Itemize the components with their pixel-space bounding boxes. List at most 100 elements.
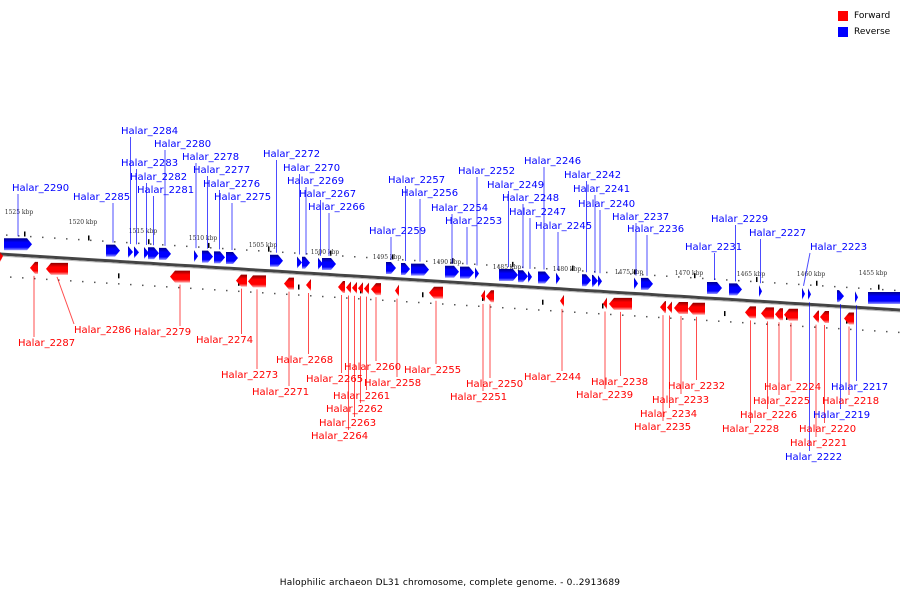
gene-label[interactable]: Halar_2247 [509, 207, 566, 218]
gene-arrow-halar-2248[interactable] [518, 270, 528, 283]
gene-arrow-halar-2275[interactable] [226, 252, 238, 265]
gene-label[interactable]: Halar_2235 [634, 422, 691, 433]
gene-label[interactable]: Halar_2229 [711, 214, 768, 225]
gene-arrow-halar-2285[interactable] [106, 244, 120, 257]
gene-label[interactable]: Halar_2284 [121, 126, 178, 137]
gene-arrow-halar-2261[interactable] [364, 282, 369, 295]
gene-label[interactable]: Halar_2233 [652, 395, 709, 406]
gene-label[interactable]: Halar_2287 [18, 338, 75, 349]
gene-label[interactable]: Halar_2244 [524, 372, 581, 383]
gene-arrow-halar-2237[interactable] [634, 277, 638, 290]
gene-arrow-halar-2217[interactable] [855, 291, 858, 304]
gene-arrow-halar-2251[interactable] [481, 289, 485, 302]
gene-arrow-halar-2272[interactable] [270, 254, 283, 267]
gene-label[interactable]: Halar_2231 [685, 242, 742, 253]
gene-label[interactable]: Halar_2261 [333, 391, 390, 402]
gene-label[interactable]: Halar_2248 [502, 193, 559, 204]
gene-arrow-halar-2224[interactable] [784, 308, 798, 321]
gene-arrow-halar-2258[interactable] [395, 284, 399, 297]
gene-arrow-halar-2241[interactable] [592, 274, 598, 287]
gene-arrow-halar-2284[interactable] [128, 245, 133, 258]
gene-label[interactable]: Halar_2258 [364, 378, 421, 389]
gene-label[interactable]: Halar_2241 [573, 184, 630, 195]
gene-arrow-halar-2246[interactable] [538, 271, 550, 284]
gene-label[interactable]: Halar_2277 [193, 165, 250, 176]
gene-label[interactable]: Halar_2264 [311, 431, 368, 442]
gene-label[interactable]: Halar_2238 [591, 377, 648, 388]
gene-arrow-halar-2245[interactable] [556, 272, 560, 285]
gene-arrow-halar-2220[interactable] [820, 311, 829, 324]
gene-label[interactable]: Halar_2222 [785, 452, 842, 463]
gene-arrow-halar-2247[interactable] [528, 270, 532, 283]
gene-arrow-halar-2238[interactable] [609, 297, 632, 310]
gene-arrow-halar-2270[interactable] [297, 256, 302, 269]
gene-label[interactable]: Halar_2275 [214, 192, 271, 203]
gene-label[interactable]: Halar_2278 [182, 152, 239, 163]
gene-label[interactable]: Halar_2253 [445, 216, 502, 227]
gene-label[interactable]: Halar_2274 [196, 335, 253, 346]
gene-arrow-halar-2287[interactable] [30, 261, 38, 274]
gene-arrow-halar-2257[interactable] [401, 262, 410, 275]
gene-label[interactable]: Halar_2272 [263, 149, 320, 160]
gene-arrow-halar-2277[interactable] [202, 250, 213, 263]
gene-label[interactable]: Halar_2242 [564, 170, 621, 181]
gene-label[interactable]: Halar_2276 [203, 179, 260, 190]
gene-label[interactable]: Halar_2263 [319, 418, 376, 429]
gene-label[interactable]: Halar_2220 [799, 424, 856, 435]
gene-arrow-halar-2267[interactable] [318, 257, 323, 270]
gene-arrow-halar-2280[interactable] [159, 247, 171, 260]
gene-arrow-halar-2282[interactable] [144, 246, 149, 259]
gene-arrow-halar-2274[interactable] [236, 274, 247, 287]
gene-label[interactable]: Halar_2273 [221, 370, 278, 381]
gene-arrow-halar-2263[interactable] [352, 281, 357, 294]
gene-arrow-halar-2222[interactable] [808, 288, 811, 301]
gene-arrow-halar-2223[interactable] [802, 287, 805, 300]
gene-label[interactable]: Halar_2234 [640, 409, 697, 420]
gene-label[interactable]: Halar_2250 [466, 379, 523, 390]
gene-arrow-halar-2242[interactable] [582, 274, 591, 287]
gene-label[interactable]: Halar_2279 [134, 327, 191, 338]
gene-arrow-halar-2253[interactable] [460, 266, 474, 279]
gene-label[interactable]: Halar_2217 [831, 382, 888, 393]
gene-label[interactable]: Halar_2255 [404, 365, 461, 376]
gene-arrow-halar-2227[interactable] [759, 285, 762, 298]
gene-label[interactable]: Halar_2281 [137, 185, 194, 196]
gene-label[interactable]: Halar_2226 [740, 410, 797, 421]
gene-arrow-halar-2240[interactable] [598, 275, 602, 288]
gene-label[interactable]: Halar_2252 [458, 166, 515, 177]
gene-arrow-halar-2269[interactable] [302, 256, 310, 269]
gene-label[interactable]: Halar_2265 [306, 374, 363, 385]
gene-label[interactable]: Halar_2267 [299, 189, 356, 200]
gene-arrow-halar-2252[interactable] [475, 267, 479, 280]
gene-arrow-halar-2265[interactable] [338, 281, 345, 294]
gene-arrow-halar-2226[interactable] [761, 307, 774, 320]
gene-arrow-halar-2218[interactable] [844, 312, 854, 325]
gene-arrow-halar-2262[interactable] [358, 282, 363, 295]
gene-label[interactable]: Halar_2219 [813, 410, 870, 421]
gene-label[interactable]: Halar_2225 [753, 396, 810, 407]
gene-label[interactable]: Halar_2257 [388, 175, 445, 186]
gene-arrow-halar-2250[interactable] [486, 290, 494, 303]
gene-label[interactable]: Halar_2283 [121, 158, 178, 169]
gene-label[interactable]: Halar_2228 [722, 424, 779, 435]
gene-arrow-halar-2233[interactable] [674, 301, 688, 314]
gene-label[interactable]: Halar_2254 [431, 203, 488, 214]
gene-label[interactable]: Halar_2239 [576, 390, 633, 401]
gene-label[interactable]: Halar_2232 [668, 381, 725, 392]
gene-arrow-halar-2249[interactable] [499, 269, 518, 282]
gene-label[interactable]: Halar_2290 [12, 183, 69, 194]
gene-arrow-halar-2290[interactable] [4, 238, 32, 251]
gene-label[interactable]: Halar_2223 [810, 242, 867, 253]
gene-arrow-halar-2268[interactable] [306, 279, 311, 292]
gene-arrow-halar-2260[interactable] [371, 283, 381, 296]
gene-arrow-halar-2225[interactable] [775, 308, 783, 321]
gene-label[interactable]: Halar_2268 [276, 355, 333, 366]
gene-arrow-halar-2278[interactable] [194, 250, 198, 263]
gene-label[interactable]: Halar_2256 [401, 188, 458, 199]
gene-arrow-halar-2232[interactable] [688, 302, 705, 315]
gene-arrow-halar-2219[interactable] [837, 290, 844, 303]
gene-arrow-halar-2231[interactable] [707, 281, 722, 294]
gene-arrow-halar-2221[interactable] [813, 310, 819, 323]
gene-arrow-halar-2229[interactable] [729, 283, 742, 296]
gene-label[interactable]: Halar_2236 [627, 224, 684, 235]
